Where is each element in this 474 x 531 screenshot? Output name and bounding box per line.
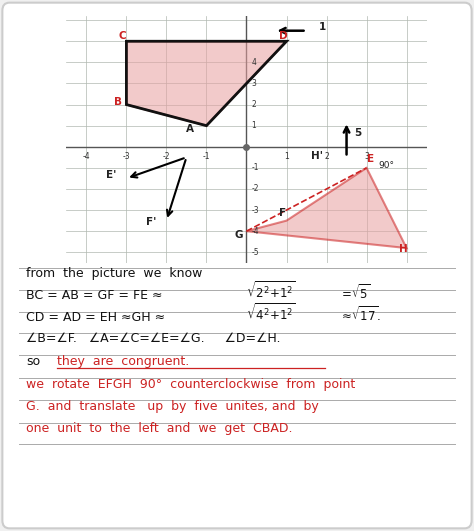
Text: A: A: [186, 124, 194, 134]
Text: they  are  congruent.: they are congruent.: [57, 355, 189, 369]
Text: 1: 1: [251, 121, 256, 130]
Text: $\!\approx\!\sqrt{17}.$: $\!\approx\!\sqrt{17}.$: [341, 305, 381, 324]
Text: B: B: [114, 97, 122, 107]
Text: -1: -1: [251, 164, 259, 173]
Text: -5: -5: [251, 248, 259, 257]
Text: 3: 3: [364, 152, 369, 161]
Text: F': F': [146, 217, 157, 227]
Text: uth: uth: [275, 418, 313, 440]
Text: E: E: [366, 153, 374, 164]
Text: -1: -1: [203, 152, 210, 161]
Text: from  the  picture  we  know: from the picture we know: [26, 267, 202, 280]
Text: uth: uth: [57, 302, 95, 323]
Text: 1: 1: [319, 22, 326, 32]
Text: CD = AD = EH ≈GH ≈: CD = AD = EH ≈GH ≈: [26, 311, 165, 324]
Text: F: F: [279, 208, 286, 218]
Text: 5: 5: [355, 128, 362, 138]
Text: uth: uth: [57, 47, 95, 68]
Text: ∠B=∠F.   ∠A=∠C=∠E=∠G.     ∠D=∠H.: ∠B=∠F. ∠A=∠C=∠E=∠G. ∠D=∠H.: [26, 332, 281, 346]
Text: uth: uth: [275, 47, 313, 68]
Text: one  unit  to  the  left  and  we  get  CBAD.: one unit to the left and we get CBAD.: [26, 422, 292, 435]
Text: H': H': [310, 151, 322, 161]
Text: $\!=\!\sqrt{5}$: $\!=\!\sqrt{5}$: [341, 283, 371, 302]
FancyBboxPatch shape: [2, 3, 472, 528]
Text: uth: uth: [57, 418, 95, 440]
Text: D: D: [279, 31, 287, 41]
Text: -2: -2: [163, 152, 170, 161]
Text: G.  and  translate   up  by  five  unites, and  by: G. and translate up by five unites, and …: [26, 400, 319, 413]
Polygon shape: [127, 41, 286, 126]
Text: 1: 1: [284, 152, 289, 161]
Polygon shape: [246, 168, 407, 248]
Text: -4: -4: [251, 227, 259, 236]
Text: -3: -3: [123, 152, 130, 161]
Text: uth: uth: [57, 185, 95, 207]
Text: 4: 4: [251, 58, 256, 67]
Text: E': E': [106, 170, 117, 181]
Text: so: so: [26, 355, 40, 369]
Text: 90°: 90°: [379, 161, 394, 170]
Text: 2: 2: [251, 100, 256, 109]
Text: -2: -2: [251, 184, 259, 193]
Text: -3: -3: [251, 205, 259, 215]
Text: we  rotate  EFGH  90°  counterclockwise  from  point: we rotate EFGH 90° counterclockwise from…: [26, 378, 355, 391]
Text: uth: uth: [275, 302, 313, 323]
Text: $\sqrt{4^2\!+\!1^2}$: $\sqrt{4^2\!+\!1^2}$: [246, 303, 296, 324]
Text: H: H: [399, 244, 407, 254]
Text: -4: -4: [82, 152, 90, 161]
Text: BC = AB = GF = FE ≈: BC = AB = GF = FE ≈: [26, 289, 163, 302]
Text: C: C: [118, 31, 126, 41]
Text: 3: 3: [251, 79, 256, 88]
Text: 2: 2: [324, 152, 329, 161]
Text: uth: uth: [275, 185, 313, 207]
Text: G: G: [235, 229, 243, 239]
Text: $\sqrt{2^2\!+\!1^2}$: $\sqrt{2^2\!+\!1^2}$: [246, 281, 296, 302]
